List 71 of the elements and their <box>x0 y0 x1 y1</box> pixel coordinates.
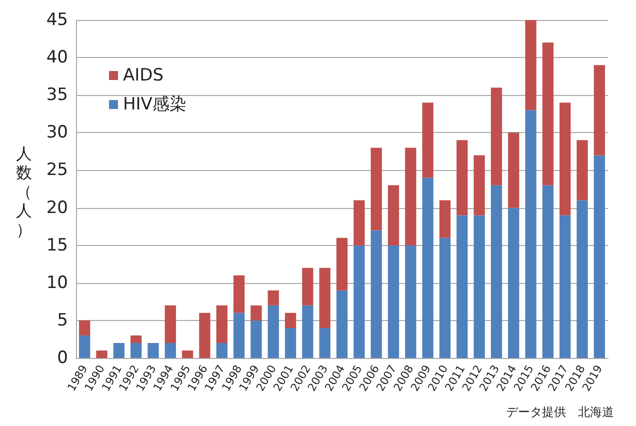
bar <box>405 148 416 246</box>
bar <box>164 342 176 358</box>
bar <box>216 305 228 343</box>
bar <box>233 312 245 358</box>
bar <box>456 215 468 358</box>
y-axis-title: 人数（人） <box>16 146 32 239</box>
y-tick-label: 0 <box>57 348 68 368</box>
legend-label: HIV感染 <box>123 94 186 114</box>
y-tick-label: 35 <box>46 85 68 106</box>
bar <box>319 328 330 358</box>
bar <box>148 342 159 358</box>
bar <box>388 245 400 358</box>
bar <box>130 342 142 358</box>
bar <box>422 178 434 358</box>
bar <box>508 208 520 358</box>
bar <box>490 88 502 186</box>
bar <box>216 342 228 358</box>
bar <box>405 245 416 358</box>
text: データ提供 北海道 <box>506 405 614 419</box>
bar <box>319 268 330 328</box>
bar <box>474 155 485 216</box>
y-tick-label: 45 <box>46 10 68 30</box>
bar <box>576 140 588 200</box>
y-tick-label: 40 <box>46 48 68 68</box>
bar <box>439 238 451 358</box>
y-tick-label: 5 <box>57 310 68 330</box>
bar <box>284 328 296 358</box>
bar <box>354 245 365 358</box>
bar <box>354 200 365 246</box>
bar <box>284 312 296 328</box>
y-tick-label: 15 <box>46 235 68 256</box>
bar <box>439 200 451 238</box>
bar <box>96 350 108 358</box>
bar <box>250 320 262 358</box>
bar <box>336 290 348 358</box>
bar <box>594 155 605 358</box>
bar <box>525 110 536 358</box>
bar <box>182 350 194 358</box>
bar <box>199 312 210 358</box>
bar <box>79 320 90 336</box>
y-tick-label: 10 <box>46 272 68 293</box>
bar <box>164 305 176 343</box>
bar <box>302 268 314 306</box>
bar <box>79 335 90 358</box>
bar <box>594 65 605 156</box>
bar <box>268 290 279 306</box>
bar <box>370 230 382 358</box>
bar <box>525 20 536 110</box>
y-tick-label: 25 <box>46 160 68 180</box>
bar <box>490 185 502 358</box>
bar <box>576 200 588 358</box>
bar <box>233 275 245 313</box>
bar <box>560 102 571 216</box>
bar <box>113 342 124 358</box>
y-tick-label: 20 <box>46 198 68 218</box>
bar <box>456 140 468 216</box>
bar <box>542 185 554 358</box>
bar <box>250 305 262 320</box>
bar <box>560 215 571 358</box>
bar <box>422 102 434 178</box>
bar <box>370 148 382 230</box>
y-tick-label: 30 <box>46 122 68 143</box>
legend-label: AIDS <box>123 66 164 86</box>
bar <box>268 305 279 358</box>
bar <box>302 305 314 358</box>
bar <box>542 42 554 186</box>
bar <box>130 335 142 343</box>
bar <box>336 238 348 290</box>
bar <box>508 132 520 208</box>
bar <box>388 185 400 246</box>
bar <box>474 215 485 358</box>
